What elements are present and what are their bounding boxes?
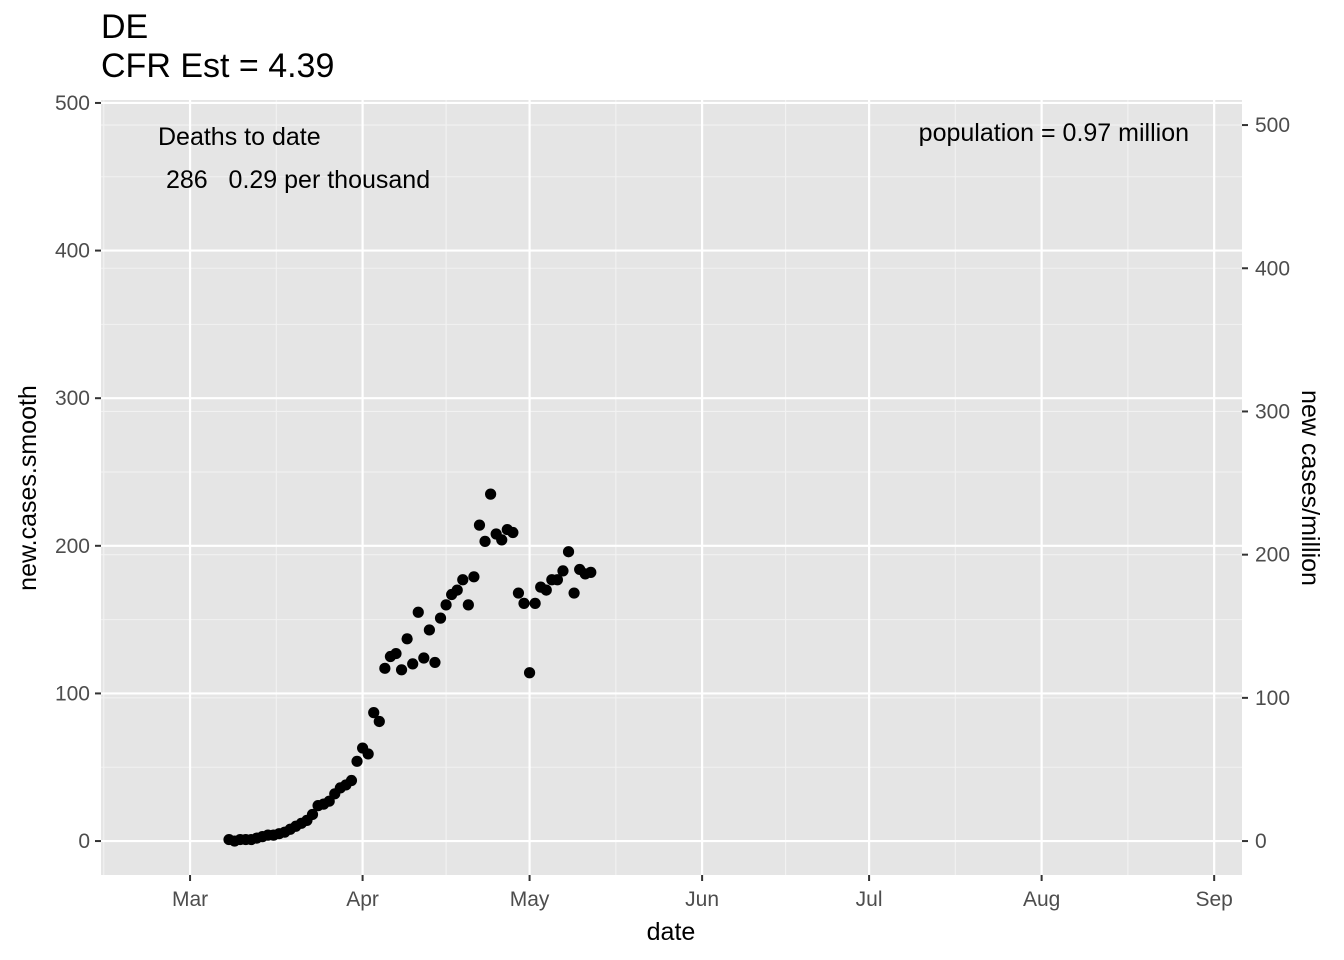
- data-point: [451, 584, 463, 596]
- deaths-line: 286 0.29 per thousand: [166, 166, 430, 194]
- data-point: [429, 656, 441, 669]
- x-tick-label: May: [510, 888, 550, 911]
- data-point: [390, 647, 402, 660]
- y-tick-label-right: 100: [1255, 687, 1290, 710]
- y-tick-label-right: 500: [1255, 114, 1290, 137]
- data-point: [412, 606, 424, 618]
- x-tick-label: Aug: [1023, 888, 1060, 911]
- data-point: [557, 565, 569, 577]
- data-point: [540, 584, 552, 596]
- y-tick-label-right: 400: [1255, 257, 1290, 280]
- data-point: [306, 808, 319, 821]
- chart-title: DE: [101, 8, 148, 46]
- chart-subtitle: CFR Est = 4.39: [101, 47, 334, 85]
- data-point: [529, 597, 541, 609]
- data-point: [368, 707, 380, 719]
- y-tick-label: 200: [55, 535, 90, 558]
- data-point: [468, 571, 480, 583]
- data-point: [351, 755, 363, 767]
- x-tick-label: Sep: [1195, 888, 1232, 911]
- data-point: [551, 574, 564, 586]
- y-tick-label: 100: [55, 682, 90, 705]
- data-point: [562, 546, 575, 558]
- data-point: [518, 597, 530, 609]
- deaths-header: Deaths to date: [158, 123, 321, 151]
- y-tick-label-right: 200: [1255, 544, 1290, 567]
- axes: Mar Apr May Jun Jul Aug Sep 0 100 200 300 400 500 0 10…: [55, 92, 1290, 911]
- data-point: [423, 624, 435, 636]
- x-axis-title: date: [647, 918, 696, 946]
- y-axis-title-right: new cases/million: [1296, 390, 1324, 586]
- x-tick-label: Jun: [685, 888, 719, 911]
- data-point: [345, 774, 358, 787]
- data-point: [496, 534, 508, 546]
- data-point: [473, 519, 486, 531]
- y-tick-label-right: 300: [1255, 400, 1290, 423]
- data-point: [373, 715, 385, 728]
- y-axis-title: new.cases.smooth: [14, 385, 42, 591]
- data-point: [568, 587, 580, 599]
- data-point: [585, 566, 597, 578]
- grid-major: [101, 100, 1242, 875]
- data-point: [479, 535, 491, 547]
- data-point: [362, 748, 374, 760]
- data-point: [462, 599, 474, 611]
- data-point: [440, 599, 452, 611]
- data-point: [379, 662, 391, 674]
- data-point: [395, 664, 408, 676]
- x-tick-label: Mar: [172, 888, 208, 911]
- plot-panel: [101, 100, 1242, 875]
- data-point: [434, 612, 447, 624]
- x-tick-label: Jul: [856, 888, 883, 911]
- x-tick-label: Apr: [346, 888, 379, 911]
- data-point: [401, 633, 413, 645]
- data-point: [457, 574, 469, 586]
- data-point: [418, 652, 430, 664]
- population-label: population = 0.97 million: [919, 119, 1189, 147]
- y-tick-label: 500: [55, 92, 90, 115]
- y-tick-label: 300: [55, 387, 90, 410]
- data-point: [485, 488, 497, 500]
- data-points: [223, 488, 597, 847]
- y-tick-label-right: 0: [1255, 830, 1267, 853]
- y-tick-label: 0: [78, 830, 90, 853]
- y-tick-label: 400: [55, 240, 90, 263]
- data-point: [523, 667, 536, 679]
- data-point: [507, 526, 519, 539]
- data-point: [512, 587, 525, 599]
- data-point: [407, 658, 419, 670]
